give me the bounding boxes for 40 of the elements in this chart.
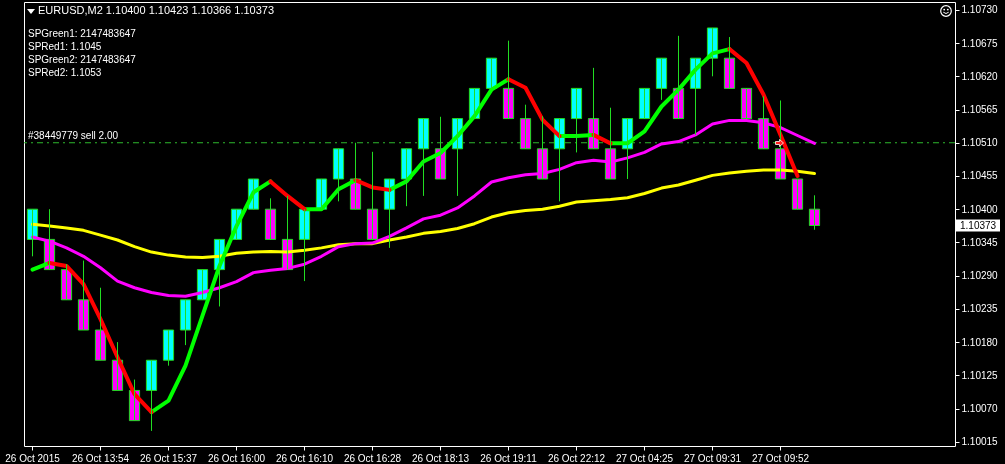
x-tick-label: 27 Oct 09:52 [751, 452, 810, 464]
x-tick-label: 26 Oct 19:11 [480, 452, 538, 464]
y-tick-label: 1.10400 [961, 203, 999, 215]
y-tick-label: 1.10125 [961, 369, 999, 381]
y-tick-label: 1.10565 [961, 104, 999, 116]
y-tick-label: 1.10070 [961, 403, 999, 415]
candlestick [638, 87, 651, 120]
x-tick-label: 26 Oct 16:10 [275, 452, 334, 464]
y-tick-label: 1.10345 [961, 236, 999, 248]
candlestick [162, 329, 175, 367]
y-tick-label: 1.10235 [961, 303, 999, 315]
candlestick [179, 299, 192, 346]
x-tick-label: 27 Oct 09:31 [683, 452, 742, 464]
x-tick-label: 26 Oct 18:13 [411, 452, 470, 464]
annotation: SPGreen1: 2147483647 [28, 28, 137, 39]
candlestick [791, 178, 804, 210]
candlestick [485, 57, 498, 89]
candlestick [77, 260, 90, 331]
x-tick-label: 26 Oct 13:54 [71, 452, 130, 464]
ref-line-label: #38449779 sell 2.00 [28, 129, 119, 141]
x-tick-label: 26 Oct 2015 [5, 452, 61, 464]
annotation: SPGreen2: 2147483647 [28, 54, 137, 65]
y-tick-label: 1.10290 [961, 270, 999, 282]
annotation: SPRed2: 1.1053 [28, 67, 102, 78]
x-tick-label: 26 Oct 15:37 [139, 452, 198, 464]
y-tick-label: 1.10455 [961, 170, 999, 182]
y-tick-label: 1.10730 [961, 4, 999, 16]
y-tick-label: 1.10620 [961, 70, 999, 82]
x-tick-label: 26 Oct 16:28 [343, 452, 402, 464]
y-tick-label: 1.10015 [961, 436, 999, 448]
x-tick-label: 26 Oct 22:12 [547, 452, 606, 464]
x-tick-label: 26 Oct 16:00 [207, 452, 266, 464]
text: 1.10373 [960, 219, 997, 231]
candlestick [332, 148, 345, 202]
y-tick-label: 1.10510 [961, 137, 999, 149]
x-tick-label: 27 Oct 04:25 [615, 452, 674, 464]
y-tick-label: 1.10180 [961, 336, 999, 348]
chart-title: EURUSD,M2 1.10400 1.10423 1.10366 1.10373 [38, 4, 275, 16]
y-tick-label: 1.10675 [961, 37, 999, 49]
annotation: SPRed1: 1.1045 [28, 41, 102, 52]
